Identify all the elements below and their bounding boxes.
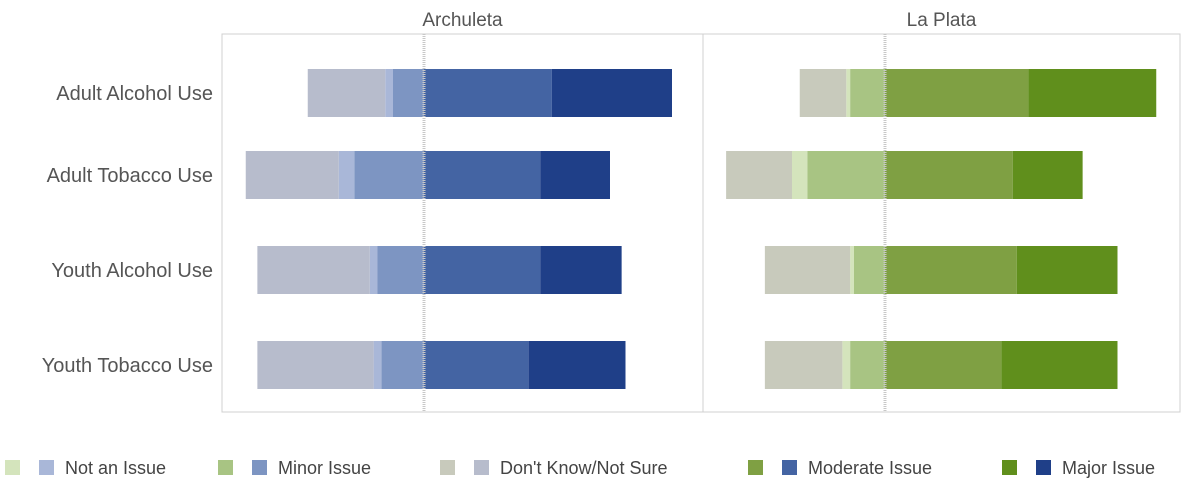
bar-archuleta-adult-alcohol-use-moderate-issue — [424, 69, 552, 117]
bar-archuleta-adult-alcohol-use-don-t-know-not-sure — [307, 69, 386, 117]
bar-la-plata-adult-alcohol-use-major-issue — [1028, 69, 1157, 117]
bar-archuleta-adult-tobacco-use-don-t-know-not-sure — [245, 151, 339, 199]
bar-archuleta-adult-alcohol-use-not-an-issue — [385, 69, 393, 117]
bar-la-plata-adult-alcohol-use-not-an-issue — [846, 69, 851, 117]
bar-la-plata-youth-tobacco-use-don-t-know-not-sure — [764, 341, 843, 389]
legend-item-minor-issue: Minor Issue — [218, 458, 371, 478]
legend-label: Minor Issue — [278, 458, 371, 478]
bar-archuleta-youth-tobacco-use-minor-issue — [381, 341, 424, 389]
bar-la-plata-adult-alcohol-use-moderate-issue — [885, 69, 1029, 117]
legend-swatch-archuleta — [39, 460, 54, 475]
legend-label: Moderate Issue — [808, 458, 932, 478]
legend-swatch-la-plata — [218, 460, 233, 475]
bar-archuleta-adult-tobacco-use-minor-issue — [354, 151, 424, 199]
legend-label: Not an Issue — [65, 458, 166, 478]
legend-swatch-archuleta — [782, 460, 797, 475]
bar-archuleta-youth-alcohol-use-don-t-know-not-sure — [257, 246, 370, 294]
legend-item-moderate-issue: Moderate Issue — [748, 458, 932, 478]
bar-la-plata-adult-alcohol-use-minor-issue — [850, 69, 885, 117]
legend-item-major-issue: Major Issue — [1002, 458, 1155, 478]
bar-la-plata-youth-alcohol-use-moderate-issue — [885, 246, 1017, 294]
bar-archuleta-youth-tobacco-use-don-t-know-not-sure — [257, 341, 374, 389]
bar-la-plata-adult-tobacco-use-don-t-know-not-sure — [726, 151, 792, 199]
bar-archuleta-adult-tobacco-use-moderate-issue — [424, 151, 541, 199]
panel-archuleta: Archuleta — [221, 10, 704, 413]
category-label: Youth Tobacco Use — [42, 355, 213, 377]
bar-archuleta-youth-tobacco-use-major-issue — [528, 341, 626, 389]
bar-archuleta-youth-alcohol-use-moderate-issue — [424, 246, 541, 294]
bar-archuleta-adult-tobacco-use-not-an-issue — [338, 151, 355, 199]
legend-swatch-la-plata — [5, 460, 20, 475]
bar-la-plata-youth-alcohol-use-not-an-issue — [850, 246, 854, 294]
panels-layer: Archuleta La Plata — [221, 10, 1181, 413]
legend: Not an Issue Minor Issue Don't Know/Not Su… — [5, 458, 1155, 478]
category-labels: Adult Alcohol Use Adult Tobacco Use Youth … — [42, 83, 213, 377]
bar-la-plata-adult-tobacco-use-minor-issue — [807, 151, 885, 199]
bar-archuleta-adult-tobacco-use-major-issue — [540, 151, 610, 199]
bar-archuleta-youth-tobacco-use-not-an-issue — [373, 341, 382, 389]
panel-title: Archuleta — [422, 10, 503, 31]
bar-archuleta-youth-alcohol-use-minor-issue — [377, 246, 424, 294]
category-label: Adult Alcohol Use — [56, 83, 213, 105]
panel-title: La Plata — [907, 10, 977, 31]
bar-la-plata-youth-alcohol-use-major-issue — [1016, 246, 1118, 294]
bar-la-plata-youth-tobacco-use-major-issue — [1001, 341, 1118, 389]
category-label: Adult Tobacco Use — [47, 165, 213, 187]
legend-label: Major Issue — [1062, 458, 1155, 478]
legend-item-not-an-issue: Not an Issue — [5, 458, 166, 478]
category-label: Youth Alcohol Use — [51, 260, 213, 282]
bar-archuleta-adult-alcohol-use-major-issue — [551, 69, 672, 117]
bar-la-plata-adult-tobacco-use-major-issue — [1012, 151, 1083, 199]
bar-archuleta-youth-tobacco-use-moderate-issue — [424, 341, 529, 389]
legend-swatch-la-plata — [748, 460, 763, 475]
bar-archuleta-adult-alcohol-use-minor-issue — [393, 69, 424, 117]
bar-archuleta-youth-alcohol-use-not-an-issue — [369, 246, 378, 294]
legend-label: Don't Know/Not Sure — [500, 458, 668, 478]
bar-la-plata-adult-tobacco-use-not-an-issue — [792, 151, 808, 199]
legend-item-don-t-know-not-sure: Don't Know/Not Sure — [440, 458, 668, 478]
bar-la-plata-youth-tobacco-use-not-an-issue — [842, 341, 851, 389]
bar-la-plata-youth-alcohol-use-don-t-know-not-sure — [764, 246, 851, 294]
bar-la-plata-adult-alcohol-use-don-t-know-not-sure — [799, 69, 847, 117]
legend-swatch-archuleta — [1036, 460, 1051, 475]
legend-swatch-la-plata — [1002, 460, 1017, 475]
legend-swatch-archuleta — [252, 460, 267, 475]
legend-swatch-archuleta — [474, 460, 489, 475]
bar-la-plata-adult-tobacco-use-moderate-issue — [885, 151, 1013, 199]
bar-la-plata-youth-tobacco-use-moderate-issue — [885, 341, 1002, 389]
bar-la-plata-youth-tobacco-use-minor-issue — [850, 341, 885, 389]
panel-frame — [702, 33, 1181, 413]
bar-archuleta-youth-alcohol-use-major-issue — [540, 246, 622, 294]
bar-la-plata-youth-alcohol-use-minor-issue — [854, 246, 885, 294]
panel-la-plata: La Plata — [702, 10, 1181, 413]
legend-swatch-la-plata — [440, 460, 455, 475]
